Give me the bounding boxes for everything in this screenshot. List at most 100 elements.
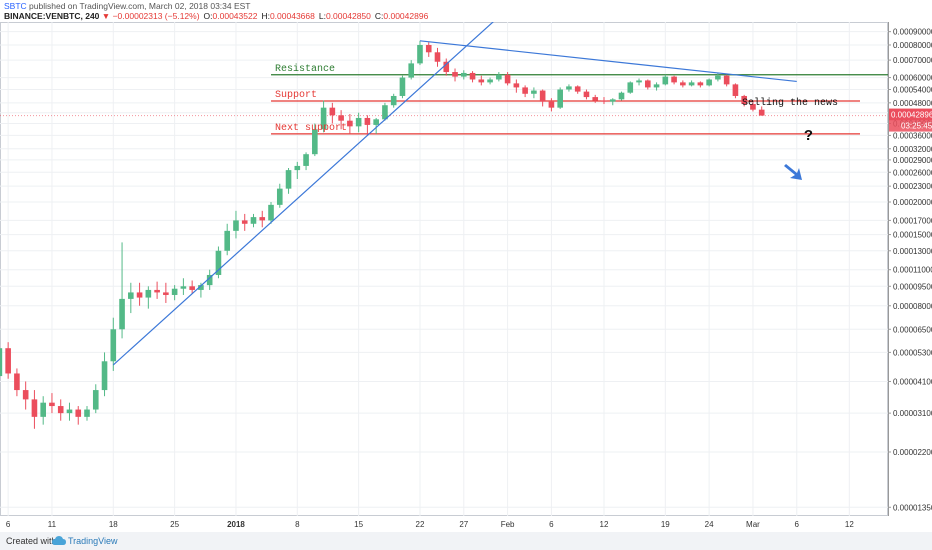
candle-body	[128, 292, 134, 299]
candle-body	[329, 107, 336, 116]
brand: TradingView	[68, 536, 118, 546]
x-tick-label: 6	[6, 520, 11, 529]
x-tick-label: 24	[705, 520, 714, 529]
y-tick-label: 0.00036000	[893, 131, 932, 140]
candle-body	[189, 286, 195, 290]
y-tick-label: 0.00032000	[893, 145, 932, 154]
candle-body	[136, 292, 143, 298]
candle-body	[215, 250, 222, 275]
candle-body	[478, 79, 485, 83]
legend-label: C:	[374, 11, 384, 21]
candle-body	[601, 100, 607, 102]
candle-body	[434, 52, 441, 62]
candle-body	[592, 97, 599, 101]
candle-body	[609, 99, 616, 102]
candle-body	[425, 44, 432, 53]
y-tick-label: 0.00009500	[893, 282, 932, 291]
legend-value: 0.00042850	[325, 11, 371, 21]
x-tick-label: Feb	[501, 520, 515, 529]
question: ?	[804, 128, 813, 145]
level-label: Next support	[275, 123, 347, 134]
candle-body	[697, 82, 704, 86]
candle-body	[723, 75, 730, 85]
x-tick-label: 25	[170, 520, 179, 529]
y-tick-label: 0.00013000	[893, 247, 932, 256]
candle-body	[680, 82, 686, 86]
y-tick-label: 0.00029000	[893, 156, 932, 165]
y-tick-label: 0.00008000	[893, 302, 932, 311]
y-tick-label: 0.00015000	[893, 231, 932, 240]
x-tick-label: 12	[845, 520, 854, 529]
legend-label: H:	[261, 11, 270, 21]
candle-body	[163, 292, 169, 295]
candle-body	[574, 86, 581, 92]
candle-body	[583, 91, 590, 98]
candle-body	[443, 61, 450, 73]
countdown: 03:25:45	[901, 122, 932, 131]
publish-line: SBTC published on TradingView.com, March…	[4, 1, 251, 11]
candle-body	[66, 409, 73, 414]
arrow	[784, 164, 802, 180]
axis: 0.00090000 0.00080000 0.00070000 0.00060000…	[6, 22, 932, 529]
candle-body	[0, 348, 3, 377]
x-tick-label: 22	[416, 520, 425, 529]
x-tick-label: 6	[795, 520, 800, 529]
legend-value: 0.00042896	[383, 11, 429, 21]
level-label: Support	[275, 90, 317, 101]
candle-body	[171, 288, 178, 295]
candle-body	[671, 76, 677, 83]
candle-body	[557, 89, 563, 108]
candle-body	[224, 230, 231, 251]
x-tick-label: 8	[295, 520, 300, 529]
candle-body	[496, 74, 502, 80]
candle-body	[539, 90, 546, 102]
candle-body	[460, 72, 467, 77]
y-tick-label: 0.00054000	[893, 85, 932, 94]
symbol-line: BINANCE:VENBTC, 240 ▼ −0.00002313 (−5.12…	[4, 11, 428, 21]
candle-body	[268, 204, 274, 221]
level-label: Resistance	[275, 63, 335, 75]
candle-body	[22, 390, 29, 400]
candle-body	[487, 79, 493, 83]
candle-body	[14, 373, 20, 391]
x-tick-label: 27	[459, 520, 468, 529]
candle-body	[364, 117, 371, 125]
y-tick-label: 0.00004100	[893, 377, 932, 386]
candle-body	[294, 165, 301, 171]
candle-body	[750, 104, 756, 110]
candle-body	[31, 399, 38, 417]
candle-body	[715, 75, 721, 80]
candle-body	[84, 409, 90, 417]
candle-body	[566, 86, 572, 90]
symbol: BINANCE:VENBTC, 240	[4, 11, 100, 21]
x-tick-label: 19	[661, 520, 670, 529]
candle-body	[373, 119, 379, 125]
y-tick-label: 0.00048000	[893, 99, 932, 108]
published: published on TradingView.com, March 02, …	[29, 1, 251, 11]
candle-body	[618, 92, 625, 100]
candle-body	[145, 289, 152, 298]
legend: O:0.00043522 H:0.00043668 L:0.00042850 C:0.…	[200, 11, 429, 21]
candle-body	[706, 79, 712, 86]
y-tick-label: 0.00070000	[893, 56, 932, 65]
plot	[0, 22, 888, 429]
x-tick-label: 12	[600, 520, 609, 529]
candle-body	[636, 80, 642, 83]
logo	[52, 536, 66, 545]
y-tick-label: 0.00006500	[893, 325, 932, 334]
plot-frame	[0, 22, 888, 516]
y-tick-label: 0.00080000	[893, 41, 932, 50]
y-tick-label: 0.00002200	[893, 448, 932, 457]
candle-body	[688, 82, 695, 86]
candle-body	[627, 82, 634, 93]
candle-body	[101, 361, 108, 391]
candle-body	[110, 329, 117, 362]
candle-body	[417, 44, 423, 64]
legend-label: O:	[203, 11, 213, 21]
candle-body	[57, 406, 64, 414]
candle-body	[452, 72, 458, 77]
candle-body	[285, 170, 292, 189]
candle-body	[5, 348, 11, 374]
candle-body	[303, 154, 309, 166]
candle-body	[119, 298, 125, 330]
